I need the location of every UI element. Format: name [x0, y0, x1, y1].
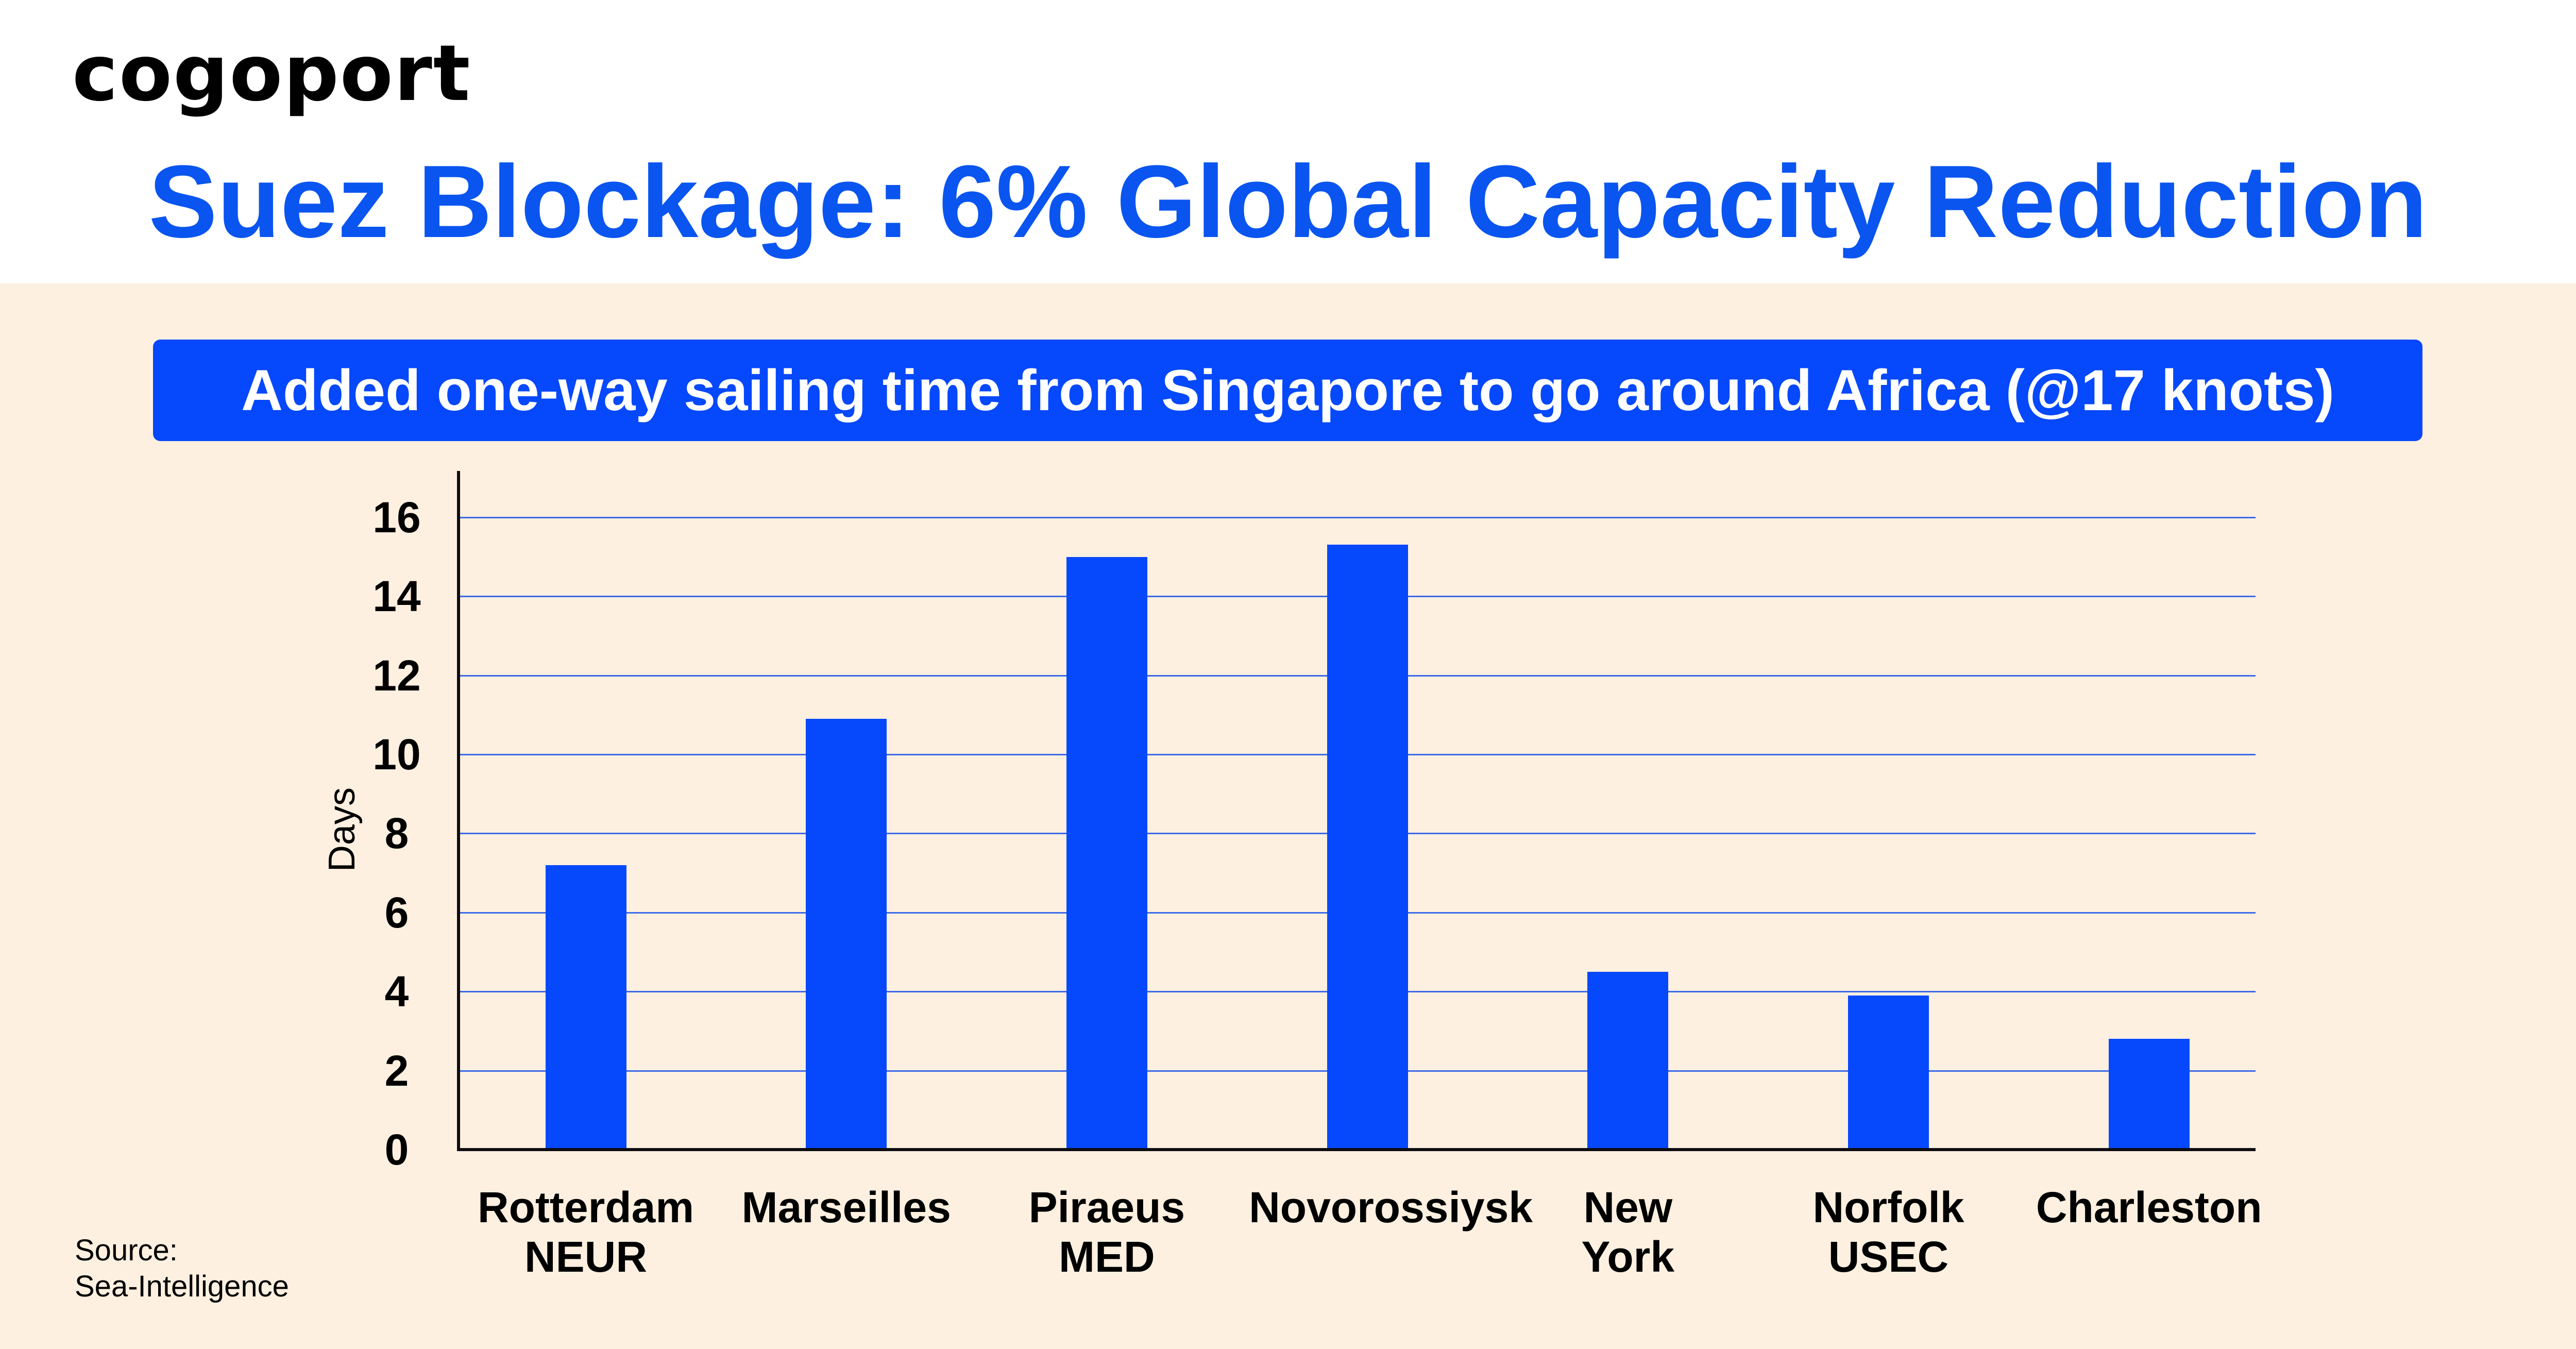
category-line: Charleston: [2036, 1183, 2262, 1232]
x-category-label: Novorossiysk: [1249, 1183, 1533, 1281]
source-note: Source: Sea-Intelligence: [75, 1233, 289, 1305]
y-tick-label: 0: [384, 1125, 409, 1174]
chart-subtitle-banner: Added one-way sailing time from Singapor…: [153, 340, 2422, 441]
y-axis-title: Days: [321, 787, 363, 872]
category-line: [728, 1232, 965, 1281]
header: cogoport Suez Blockage: 6% Global Capaci…: [0, 0, 2576, 283]
y-tick-label: 2: [384, 1046, 409, 1095]
bar: [1327, 545, 1408, 1150]
x-axis-line: [457, 1148, 2256, 1151]
bar: [2108, 1039, 2190, 1150]
category-line: NEUR: [524, 1233, 647, 1281]
x-category-label: Marseilles: [728, 1183, 965, 1281]
chart-subtitle: Added one-way sailing time from Singapor…: [241, 358, 2334, 423]
y-axis-line: [457, 471, 460, 1151]
bar: [545, 865, 626, 1150]
x-category-label: Norfolk USEC: [1770, 1183, 2007, 1281]
bar: [1848, 995, 1929, 1150]
y-tick-label: 10: [372, 730, 421, 779]
category-line: Rotterdam: [477, 1183, 694, 1232]
category-line: [1249, 1232, 1486, 1281]
bar: [1587, 971, 1669, 1150]
chart-panel: [0, 283, 2576, 1349]
y-tick-label: 12: [372, 651, 421, 700]
category-line: York: [1581, 1233, 1675, 1281]
cogoport-logo: cogoport: [72, 29, 471, 119]
y-tick-label: 16: [372, 493, 421, 542]
category-line: Marseilles: [741, 1183, 951, 1232]
category-line: Norfolk: [1812, 1183, 1964, 1232]
category-line: Novorossiysk: [1249, 1183, 1533, 1232]
category-line: MED: [1059, 1233, 1155, 1281]
bar: [1066, 557, 1147, 1150]
source-label: Source:: [75, 1234, 178, 1267]
x-category-label: New York: [1510, 1183, 1747, 1281]
y-tick-label: 4: [384, 967, 409, 1016]
source-name: Sea-Intelligence: [75, 1270, 289, 1303]
x-category-label: Rotterdam NEUR: [467, 1183, 704, 1281]
category-line: USEC: [1828, 1233, 1949, 1281]
page-title: Suez Blockage: 6% Global Capacity Reduct…: [148, 144, 2428, 259]
y-tick-label: 14: [372, 572, 421, 621]
category-line: Piraeus: [1028, 1183, 1185, 1232]
category-line: New: [1583, 1183, 1673, 1232]
y-tick-label: 6: [384, 888, 409, 937]
y-tick-label: 8: [384, 809, 409, 858]
gridline: [460, 516, 2256, 518]
bar: [806, 718, 887, 1150]
x-category-label: Piraeus MED: [988, 1183, 1225, 1281]
x-category-label: Charleston: [2030, 1183, 2267, 1281]
category-line: [2030, 1232, 2267, 1281]
